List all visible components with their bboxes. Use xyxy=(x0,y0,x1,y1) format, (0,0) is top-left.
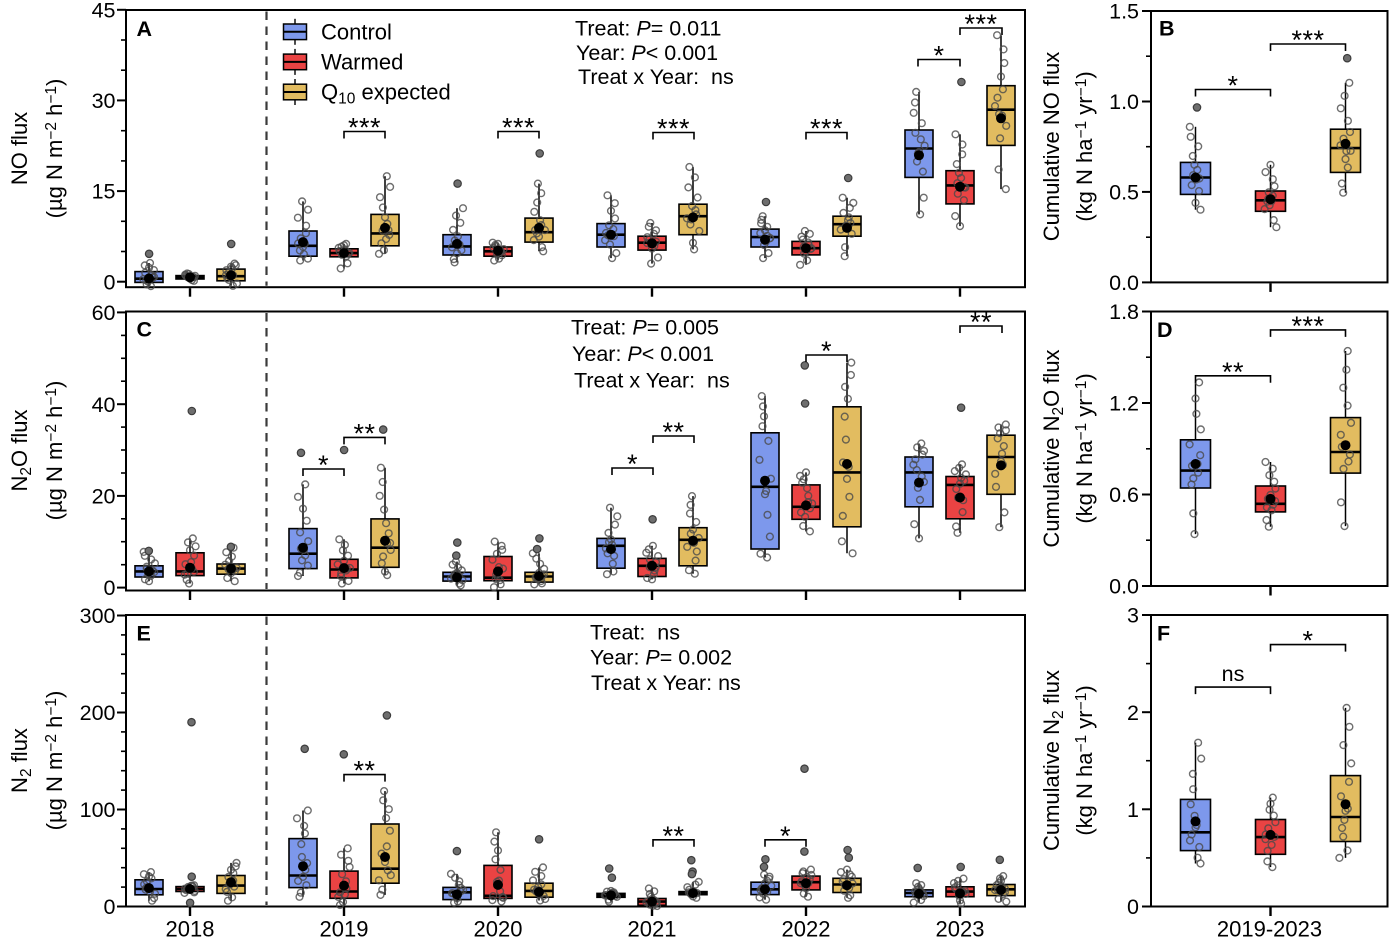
svg-text:2018: 2018 xyxy=(166,917,215,942)
svg-text:*: * xyxy=(821,336,832,366)
svg-text:Treat: P= 0.005: Treat: P= 0.005 xyxy=(571,316,719,340)
svg-text:2019-2023: 2019-2023 xyxy=(1217,917,1322,942)
svg-text:Cumulative NO flux: Cumulative NO flux xyxy=(1039,52,1064,242)
svg-text:(µg N m−2 h−1): (µg N m−2 h−1) xyxy=(42,381,67,521)
svg-text:***: *** xyxy=(1291,25,1324,55)
svg-text:A: A xyxy=(137,17,153,41)
svg-text:*: * xyxy=(627,449,638,479)
svg-text:3: 3 xyxy=(1127,604,1139,628)
svg-text:2021: 2021 xyxy=(628,917,677,942)
svg-text:**: ** xyxy=(353,418,375,448)
svg-text:0: 0 xyxy=(1127,895,1139,919)
svg-text:0.0: 0.0 xyxy=(1109,271,1139,295)
svg-text:***: *** xyxy=(810,114,843,144)
svg-text:200: 200 xyxy=(80,701,116,725)
svg-text:**: ** xyxy=(353,756,375,786)
svg-text:***: *** xyxy=(1291,311,1324,341)
svg-text:Treat x Year: ns: Treat x Year: ns xyxy=(591,671,741,695)
svg-text:*: * xyxy=(1302,626,1313,656)
svg-text:2023: 2023 xyxy=(936,917,985,942)
svg-text:Year: P= 0.002: Year: P= 0.002 xyxy=(590,646,732,670)
svg-text:(kg N ha−1 yr−1): (kg N ha−1 yr−1) xyxy=(1072,71,1097,221)
svg-text:1.2: 1.2 xyxy=(1109,392,1139,416)
svg-text:0.5: 0.5 xyxy=(1109,181,1139,205)
svg-text:***: *** xyxy=(964,9,997,39)
svg-text:2020: 2020 xyxy=(474,917,523,942)
svg-text:100: 100 xyxy=(80,798,116,822)
svg-text:Cumulative N2O flux: Cumulative N2O flux xyxy=(1039,349,1067,547)
svg-text:0.6: 0.6 xyxy=(1109,483,1139,507)
svg-text:*: * xyxy=(780,821,791,851)
svg-text:0.0: 0.0 xyxy=(1109,575,1139,599)
svg-text:C: C xyxy=(137,318,153,342)
svg-text:**: ** xyxy=(662,417,684,447)
svg-text:***: *** xyxy=(502,113,535,143)
svg-text:**: ** xyxy=(970,307,992,337)
svg-text:1.8: 1.8 xyxy=(1109,300,1139,324)
svg-text:45: 45 xyxy=(92,0,116,22)
svg-text:(µg N m−2 h−1): (µg N m−2 h−1) xyxy=(42,691,67,831)
svg-text:15: 15 xyxy=(92,180,116,204)
svg-text:*: * xyxy=(1227,71,1238,101)
svg-text:2022: 2022 xyxy=(782,917,831,942)
svg-text:60: 60 xyxy=(92,301,116,325)
svg-text:F: F xyxy=(1157,622,1170,646)
svg-text:N2O flux: N2O flux xyxy=(7,410,35,492)
svg-text:2019: 2019 xyxy=(320,917,369,942)
svg-text:Cumulative N2 flux: Cumulative N2 flux xyxy=(1039,670,1067,851)
svg-text:D: D xyxy=(1157,318,1173,342)
svg-text:Treat: ns: Treat: ns xyxy=(590,621,680,645)
svg-text:NO flux: NO flux xyxy=(7,112,32,185)
svg-text:0: 0 xyxy=(104,270,116,294)
svg-text:20: 20 xyxy=(92,485,116,509)
svg-text:B: B xyxy=(1159,17,1175,41)
svg-text:Treat x Year: ns: Treat x Year: ns xyxy=(574,369,730,393)
svg-text:Year: P< 0.001: Year: P< 0.001 xyxy=(576,41,718,65)
svg-text:0: 0 xyxy=(104,576,116,600)
svg-text:1.5: 1.5 xyxy=(1109,0,1139,24)
svg-text:***: *** xyxy=(348,113,381,143)
svg-text:*: * xyxy=(318,450,329,480)
svg-text:**: ** xyxy=(662,821,684,851)
svg-text:Year: P< 0.001: Year: P< 0.001 xyxy=(572,342,714,366)
svg-text:N2 flux: N2 flux xyxy=(7,728,35,793)
svg-text:1: 1 xyxy=(1127,798,1139,822)
svg-text:Treat: P= 0.011: Treat: P= 0.011 xyxy=(575,17,721,41)
svg-text:Warmed: Warmed xyxy=(321,50,403,75)
svg-text:*: * xyxy=(933,41,944,71)
svg-text:**: ** xyxy=(1222,357,1244,387)
svg-text:30: 30 xyxy=(92,89,116,113)
svg-text:E: E xyxy=(137,622,151,646)
svg-text:***: *** xyxy=(657,114,690,144)
svg-text:2: 2 xyxy=(1127,701,1139,725)
svg-text:(µg N m−2 h−1): (µg N m−2 h−1) xyxy=(42,79,67,219)
svg-text:(kg N ha−1 yr−1): (kg N ha−1 yr−1) xyxy=(1072,373,1097,523)
svg-text:Q10 expected: Q10 expected xyxy=(321,80,451,108)
svg-text:1.0: 1.0 xyxy=(1109,90,1139,114)
svg-text:(kg N ha−1 yr−1): (kg N ha−1 yr−1) xyxy=(1072,685,1097,835)
svg-text:ns: ns xyxy=(1222,662,1245,686)
svg-text:300: 300 xyxy=(80,604,116,628)
svg-text:Control: Control xyxy=(321,19,392,44)
svg-text:40: 40 xyxy=(92,393,116,417)
svg-text:Treat x Year: ns: Treat x Year: ns xyxy=(578,65,734,89)
svg-text:0: 0 xyxy=(104,895,116,919)
